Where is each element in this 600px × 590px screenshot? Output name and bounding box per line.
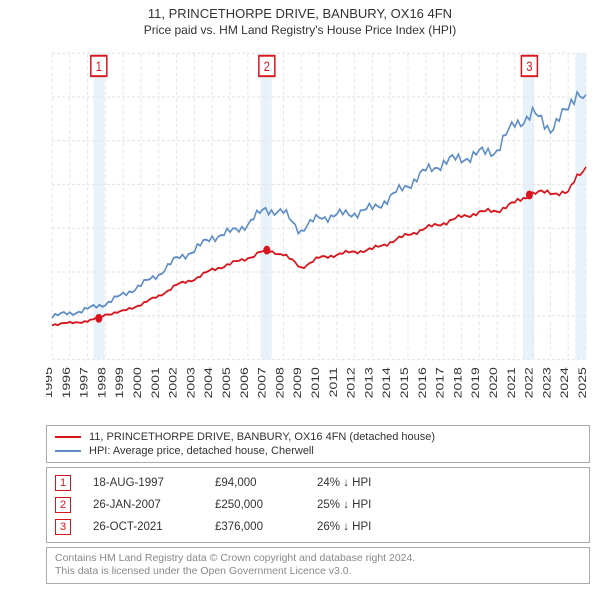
chart-subtitle: Price paid vs. HM Land Registry's House … bbox=[4, 23, 596, 37]
line-chart-svg: £0£100K£200K£300K£400K£500K£600K£700K199… bbox=[46, 43, 590, 421]
svg-text:2016: 2016 bbox=[416, 367, 428, 398]
svg-text:2011: 2011 bbox=[327, 367, 339, 397]
events-table: 1 18-AUG-1997 £94,000 24% ↓ HPI 2 26-JAN-2007… bbox=[46, 467, 590, 543]
svg-text:2021: 2021 bbox=[505, 367, 517, 398]
legend-label: 11, PRINCETHORPE DRIVE, BANBURY, OX16 4F… bbox=[89, 431, 435, 443]
event-marker: 3 bbox=[55, 519, 71, 535]
chart-title: 11, PRINCETHORPE DRIVE, BANBURY, OX16 4F… bbox=[4, 6, 596, 21]
event-delta: 24% ↓ HPI bbox=[317, 477, 371, 489]
event-date: 18-AUG-1997 bbox=[93, 477, 193, 489]
svg-text:1999: 1999 bbox=[114, 367, 126, 398]
event-delta: 26% ↓ HPI bbox=[317, 521, 371, 533]
legend-item: 11, PRINCETHORPE DRIVE, BANBURY, OX16 4F… bbox=[55, 430, 581, 444]
svg-text:2022: 2022 bbox=[523, 367, 535, 398]
event-price: £94,000 bbox=[215, 477, 295, 489]
svg-text:1996: 1996 bbox=[60, 367, 72, 398]
event-marker: 1 bbox=[55, 475, 71, 491]
svg-text:1: 1 bbox=[96, 59, 102, 75]
svg-text:2: 2 bbox=[264, 59, 270, 75]
footer-line-1: Contains HM Land Registry data © Crown c… bbox=[55, 552, 581, 566]
svg-text:2012: 2012 bbox=[345, 367, 357, 398]
svg-text:2003: 2003 bbox=[185, 367, 197, 398]
legend: 11, PRINCETHORPE DRIVE, BANBURY, OX16 4F… bbox=[46, 425, 590, 463]
event-delta: 25% ↓ HPI bbox=[317, 499, 371, 511]
svg-text:2009: 2009 bbox=[292, 367, 304, 398]
svg-text:2007: 2007 bbox=[256, 367, 268, 398]
svg-text:2020: 2020 bbox=[487, 367, 499, 398]
svg-text:2002: 2002 bbox=[167, 367, 179, 398]
svg-text:2018: 2018 bbox=[452, 367, 464, 398]
svg-text:2008: 2008 bbox=[274, 367, 286, 398]
event-marker: 2 bbox=[55, 497, 71, 513]
svg-text:2006: 2006 bbox=[238, 367, 250, 398]
svg-text:3: 3 bbox=[526, 59, 532, 75]
svg-text:2001: 2001 bbox=[149, 367, 161, 398]
svg-text:1998: 1998 bbox=[96, 367, 108, 398]
svg-text:1995: 1995 bbox=[46, 367, 55, 398]
event-price: £250,000 bbox=[215, 499, 295, 511]
event-date: 26-OCT-2021 bbox=[93, 521, 193, 533]
legend-swatch bbox=[55, 436, 81, 438]
svg-text:1997: 1997 bbox=[78, 367, 90, 398]
svg-text:2014: 2014 bbox=[381, 367, 393, 398]
svg-text:2013: 2013 bbox=[363, 367, 375, 398]
svg-text:2000: 2000 bbox=[131, 367, 143, 398]
chart-container: 11, PRINCETHORPE DRIVE, BANBURY, OX16 4F… bbox=[0, 0, 600, 590]
svg-text:2004: 2004 bbox=[203, 367, 215, 398]
legend-swatch bbox=[55, 450, 81, 452]
svg-text:2010: 2010 bbox=[309, 367, 321, 398]
svg-text:2019: 2019 bbox=[470, 367, 482, 398]
event-price: £376,000 bbox=[215, 521, 295, 533]
svg-text:2025: 2025 bbox=[576, 367, 588, 398]
event-date: 26-JAN-2007 bbox=[93, 499, 193, 511]
legend-item: HPI: Average price, detached house, Cher… bbox=[55, 444, 581, 458]
event-row: 1 18-AUG-1997 £94,000 24% ↓ HPI bbox=[55, 472, 581, 494]
data-attribution: Contains HM Land Registry data © Crown c… bbox=[46, 547, 590, 584]
svg-text:2015: 2015 bbox=[398, 367, 410, 398]
event-row: 2 26-JAN-2007 £250,000 25% ↓ HPI bbox=[55, 494, 581, 516]
chart-plot-area: £0£100K£200K£300K£400K£500K£600K£700K199… bbox=[0, 39, 600, 421]
footer-line-2: This data is licensed under the Open Gov… bbox=[55, 565, 581, 579]
event-row: 3 26-OCT-2021 £376,000 26% ↓ HPI bbox=[55, 516, 581, 538]
legend-label: HPI: Average price, detached house, Cher… bbox=[89, 445, 314, 457]
svg-text:2023: 2023 bbox=[541, 367, 553, 398]
chart-titles: 11, PRINCETHORPE DRIVE, BANBURY, OX16 4F… bbox=[0, 0, 600, 39]
svg-text:2024: 2024 bbox=[559, 367, 571, 398]
svg-text:2005: 2005 bbox=[220, 367, 232, 398]
svg-text:2017: 2017 bbox=[434, 367, 446, 398]
